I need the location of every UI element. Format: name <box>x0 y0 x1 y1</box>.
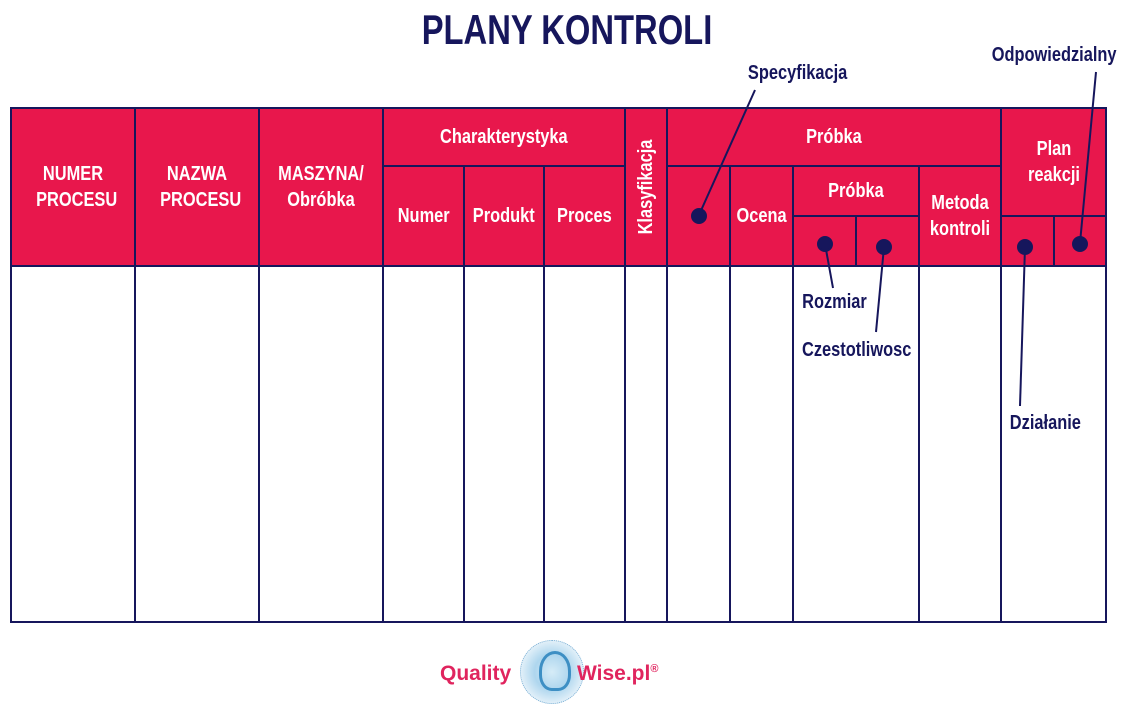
body-column <box>624 265 668 623</box>
header-label: Proces <box>557 205 612 227</box>
header-label: Ocena <box>736 205 787 227</box>
body-column <box>463 265 545 623</box>
annotation-czestotliwosc: Czestotliwosc <box>802 339 912 361</box>
header-plan-reakcji: Plan reakcji <box>1000 107 1107 217</box>
dzialanie-dot <box>1017 239 1033 255</box>
czestotliwosc-dot <box>876 239 892 255</box>
header-label: Próbka <box>806 126 862 148</box>
annotation-rozmiar: Rozmiar <box>802 291 867 313</box>
header-numer-procesu: NUMER PROCESU <box>10 107 136 267</box>
odpowiedzialny-leader <box>1079 71 1097 244</box>
logo-text-right: Wise.pl® <box>577 662 658 686</box>
header-label: Produkt <box>473 205 535 227</box>
header-label: Próbka <box>828 180 884 202</box>
logo-text-domain: Wise.pl <box>577 662 651 685</box>
body-column <box>1000 265 1107 623</box>
header-label: MASZYNA/ Obróbka <box>278 163 364 211</box>
header-numer: Numer <box>382 165 465 267</box>
header-label: Charakterystyka <box>440 126 568 148</box>
header-label: NUMER PROCESU <box>36 163 118 211</box>
body-column <box>10 265 136 623</box>
header-probka: Próbka <box>666 107 1002 167</box>
header-nazwa-procesu: NAZWA PROCESU <box>134 107 260 267</box>
header-produkt: Produkt <box>463 165 545 267</box>
registered-mark: ® <box>650 663 659 675</box>
header-charakterystyka: Charakterystyka <box>382 107 626 167</box>
logo-text-left: Quality <box>440 662 512 685</box>
qualitywise-logo: Quality Wise.pl® <box>440 640 670 710</box>
header-label: Numer <box>397 205 450 227</box>
specyfikacja-leader <box>698 89 756 216</box>
specyfikacja-dot <box>691 208 707 224</box>
annotation-specyfikacja: Specyfikacja <box>747 62 848 84</box>
brain-globe-icon <box>520 640 584 704</box>
annotation-odpowiedzialny: Odpowiedzialny <box>991 44 1117 66</box>
body-column <box>729 265 794 623</box>
odpowiedzialny-dot <box>1072 236 1088 252</box>
body-column <box>382 265 465 623</box>
rozmiar-dot <box>817 236 833 252</box>
header-label: NAZWA PROCESU <box>160 163 242 211</box>
page-title: PLANY KONTROLI <box>421 6 713 53</box>
body-column <box>134 265 260 623</box>
body-column <box>792 265 920 623</box>
annotation-dzialanie: Działanie <box>1009 412 1081 434</box>
header-label: Metoda kontroli <box>929 192 991 240</box>
dzialanie-leader <box>1019 246 1026 407</box>
body-column <box>258 265 384 623</box>
header-label: Plan reakcji <box>1027 138 1080 186</box>
czestotliwosc-leader <box>875 246 885 333</box>
header-proces: Proces <box>543 165 626 267</box>
